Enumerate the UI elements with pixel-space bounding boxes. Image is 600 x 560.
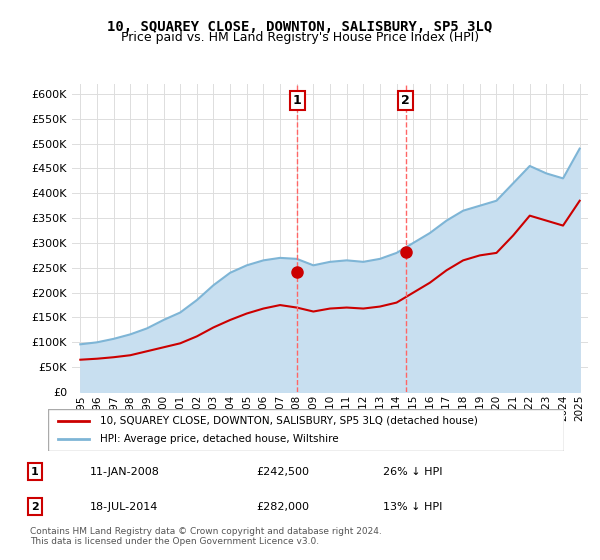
Text: 10, SQUAREY CLOSE, DOWNTON, SALISBURY, SP5 3LQ (detached house): 10, SQUAREY CLOSE, DOWNTON, SALISBURY, S…: [100, 416, 478, 426]
Text: 10, SQUAREY CLOSE, DOWNTON, SALISBURY, SP5 3LQ: 10, SQUAREY CLOSE, DOWNTON, SALISBURY, S…: [107, 20, 493, 34]
Text: £242,500: £242,500: [256, 467, 309, 477]
Text: 1: 1: [293, 94, 302, 107]
Text: 13% ↓ HPI: 13% ↓ HPI: [383, 502, 442, 512]
Text: 26% ↓ HPI: 26% ↓ HPI: [383, 467, 442, 477]
FancyBboxPatch shape: [48, 409, 564, 451]
Text: £282,000: £282,000: [256, 502, 309, 512]
Text: 18-JUL-2014: 18-JUL-2014: [90, 502, 158, 512]
Text: 1: 1: [31, 467, 39, 477]
Text: HPI: Average price, detached house, Wiltshire: HPI: Average price, detached house, Wilt…: [100, 434, 338, 444]
Text: 11-JAN-2008: 11-JAN-2008: [90, 467, 160, 477]
Text: Contains HM Land Registry data © Crown copyright and database right 2024.
This d: Contains HM Land Registry data © Crown c…: [30, 526, 382, 546]
Text: 2: 2: [401, 94, 410, 107]
Text: 2: 2: [31, 502, 39, 512]
Text: Price paid vs. HM Land Registry's House Price Index (HPI): Price paid vs. HM Land Registry's House …: [121, 31, 479, 44]
